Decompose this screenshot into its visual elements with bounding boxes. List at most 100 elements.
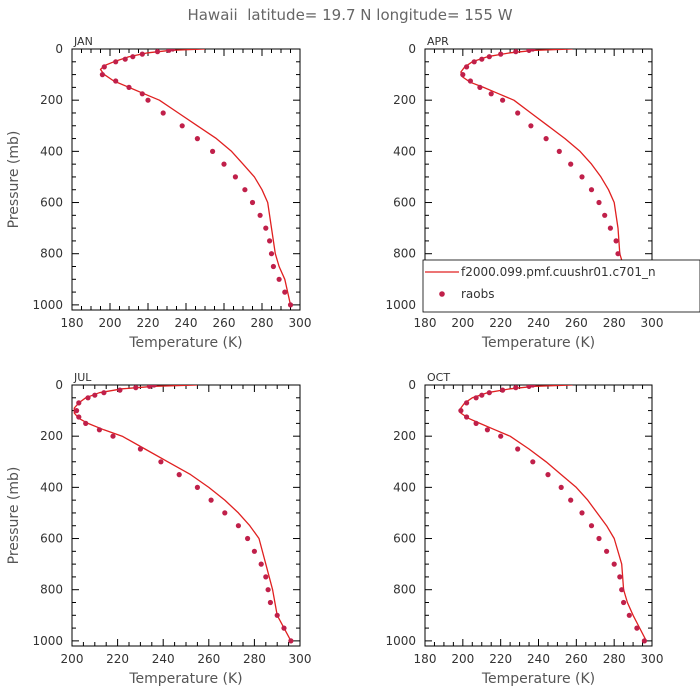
x-tick-label: 280 [243,652,266,666]
raobs-point [160,110,166,116]
x-tick-label: 300 [641,652,664,666]
raobs-point [263,574,269,580]
y-tick-label: 800 [393,583,416,597]
raobs-point [146,385,153,389]
raobs-point [145,97,151,103]
raobs-point [473,395,479,401]
panel-apr: 180 200 220 240 260 280 300 0 200 400 600 800 1000 Te… [385,35,700,351]
plot-frame [71,48,301,311]
raobs-point [194,484,200,490]
raobs-point [545,472,551,478]
raobs-point [194,136,200,142]
x-tick-label: 220 [489,316,512,330]
raobs-point [464,64,470,70]
y-tick-label: 800 [40,583,63,597]
panels: 180 200 220 240 260 280 300 0 200 400 600 800 1000 Te… [6,35,700,687]
x-tick-label: 240 [527,316,550,330]
raobs-point [282,289,288,295]
legend-label: raobs [461,287,495,301]
series-group [458,385,648,644]
y-tick-label: 0 [55,378,63,392]
raobs-point [460,72,466,78]
x-tick-label: 280 [603,316,626,330]
raobs-point [258,561,264,567]
raobs-point [222,510,228,516]
raobs-point [568,497,574,503]
raobs-point [602,212,608,218]
x-tick-label: 260 [565,316,588,330]
panel-jan: 180 200 220 240 260 280 300 0 200 400 600 800 1000 Te… [6,35,311,351]
raobs-point [558,484,564,490]
model-line [460,385,647,642]
raobs-point [641,638,648,644]
y-tick-label: 1000 [385,298,416,312]
raobs-point [268,251,275,257]
raobs-point [634,625,640,631]
y-tick-label: 400 [40,480,63,494]
raobs-point [488,91,494,97]
figure-title: Hawaii latitude= 19.7 N longitude= 155 W [187,6,512,24]
x-tick-label: 200 [451,652,474,666]
raobs-point [464,400,470,406]
raobs-point [133,385,139,391]
x-tick-label: 300 [641,316,664,330]
raobs-point [76,414,82,420]
y-tick-label: 1000 [32,634,63,648]
raobs-point [626,612,632,618]
raobs-point [267,238,273,244]
x-axis-label: Temperature (K) [481,335,595,351]
raobs-point [85,395,91,401]
raobs-point [130,54,136,60]
y-axis-label: Pressure (mb) [6,467,22,565]
raobs-point [221,161,227,167]
raobs-point [513,385,519,391]
raobs-point [615,251,621,257]
raobs-point [621,599,627,606]
raobs-point [245,535,251,542]
raobs-point [543,136,549,142]
raobs-point [74,408,80,414]
raobs-point [151,385,157,388]
raobs-point [267,599,273,606]
x-tick-label: 180 [414,316,437,330]
raobs-point [99,72,105,78]
raobs-point [484,427,490,433]
raobs-point [270,263,276,270]
panel-oct: 180 200 220 240 260 280 300 0 200 400 600 800 1000 Te… [385,371,663,687]
raobs-point [596,535,602,542]
x-tick-label: 260 [197,652,220,666]
y-tick-label: 0 [55,42,63,56]
plot-frame [424,384,653,647]
raobs-point [479,392,485,398]
raobs-point [498,51,504,57]
y-tick-label: 600 [40,532,63,546]
x-tick-label: 180 [414,652,437,666]
raobs-point [274,612,280,618]
panel-label: JUL [73,371,92,384]
raobs-point [137,446,143,452]
y-tick-label: 1000 [385,634,416,648]
y-tick-label: 600 [40,196,63,210]
legend-box [422,259,700,313]
raobs-point [235,523,241,529]
x-tick-label: 280 [251,316,274,330]
x-tick-label: 220 [106,652,129,666]
raobs-point [113,78,119,84]
raobs-point [617,574,623,580]
raobs-point [242,187,248,193]
raobs-point [154,49,161,55]
raobs-point [139,51,145,57]
raobs-point [179,123,185,129]
raobs-point [611,561,617,567]
raobs-point [208,497,214,503]
raobs-point [604,548,610,554]
x-tick-label: 200 [61,652,84,666]
x-tick-label: 240 [152,652,175,666]
y-tick-label: 0 [408,42,416,56]
raobs-point [265,587,271,593]
raobs-point [113,59,119,65]
x-tick-label: 240 [175,316,198,330]
raobs-point [257,212,263,218]
y-tick-label: 600 [393,196,416,210]
